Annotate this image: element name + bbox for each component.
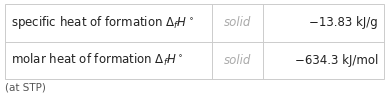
Text: solid: solid xyxy=(223,54,251,67)
Text: (at STP): (at STP) xyxy=(5,83,46,93)
Bar xyxy=(5,4,384,79)
Text: −13.83 kJ/g: −13.83 kJ/g xyxy=(309,16,378,29)
Text: solid: solid xyxy=(223,16,251,29)
Text: molar heat of formation $\Delta_f H^\circ$: molar heat of formation $\Delta_f H^\cir… xyxy=(11,52,184,68)
Text: −634.3 kJ/mol: −634.3 kJ/mol xyxy=(294,54,378,67)
Text: specific heat of formation $\Delta_f H^\circ$: specific heat of formation $\Delta_f H^\… xyxy=(11,14,194,31)
